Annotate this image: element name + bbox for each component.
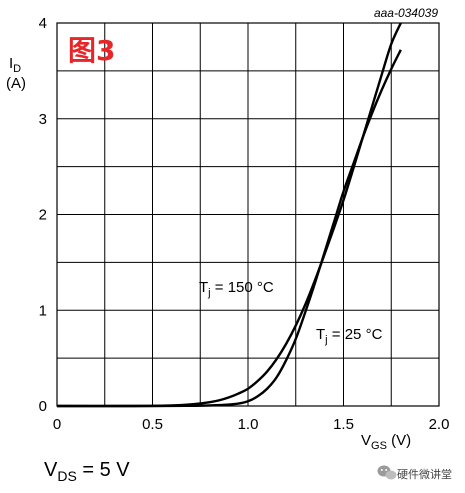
y-axis-title-main: I (9, 55, 13, 72)
x-tick-labels: 0 0.5 1.0 1.5 2.0 (53, 416, 450, 433)
x-axis-title-main: V (361, 432, 371, 449)
series-label-150c-sub: j (207, 287, 210, 299)
series-label-150c-rest: = 150 °C (211, 279, 274, 296)
y-tick-label: 2 (39, 207, 47, 224)
plot-frame (56, 22, 440, 407)
series-label-25c: Tj = 25 °C (316, 326, 383, 346)
figure-id: aaa-034039 (374, 6, 438, 20)
y-tick-labels: 0 1 2 3 4 (39, 15, 47, 415)
y-tick-label: 4 (39, 15, 47, 32)
y-tick-label: 1 (39, 302, 47, 319)
watermark-text: 硬件微讲堂 (397, 467, 452, 481)
y-tick-label: 3 (39, 111, 47, 128)
x-tick-label: 2.0 (429, 416, 450, 433)
series-lines (56, 22, 402, 408)
y-axis-title-sub: D (13, 63, 21, 75)
series-label-25c-main: T (316, 326, 325, 343)
test-condition-rest: = 5 V (77, 459, 130, 481)
x-tick-label: 1.5 (333, 416, 354, 433)
test-condition: VDS = 5 V (44, 459, 130, 484)
x-tick-label: 1.0 (238, 416, 259, 433)
test-condition-sub: DS (57, 468, 76, 484)
x-tick-label: 0.5 (142, 416, 163, 433)
x-tick-label: 0 (53, 416, 61, 433)
series-line-25c (56, 49, 402, 408)
y-axis-unit: (A) (6, 75, 26, 92)
series-label-150c-main: T (199, 279, 208, 296)
figure-tag: 图3 (68, 34, 115, 67)
grid-lines (57, 23, 439, 406)
y-tick-label: 0 (39, 398, 47, 415)
series-label-150c: Tj = 150 °C (199, 279, 274, 299)
x-axis-title: VGS (V) (361, 432, 411, 452)
plot-border (56, 22, 440, 407)
y-axis-title: ID (9, 55, 21, 75)
x-axis-title-unit: (V) (387, 432, 411, 449)
test-condition-main: V (44, 459, 58, 481)
series-label-25c-rest: = 25 °C (328, 326, 383, 343)
wechat-logo-icon (377, 465, 397, 480)
series-label-25c-sub: j (324, 334, 327, 346)
watermark: 硬件微讲堂 (377, 465, 452, 481)
x-axis-title-sub: GS (371, 440, 387, 452)
